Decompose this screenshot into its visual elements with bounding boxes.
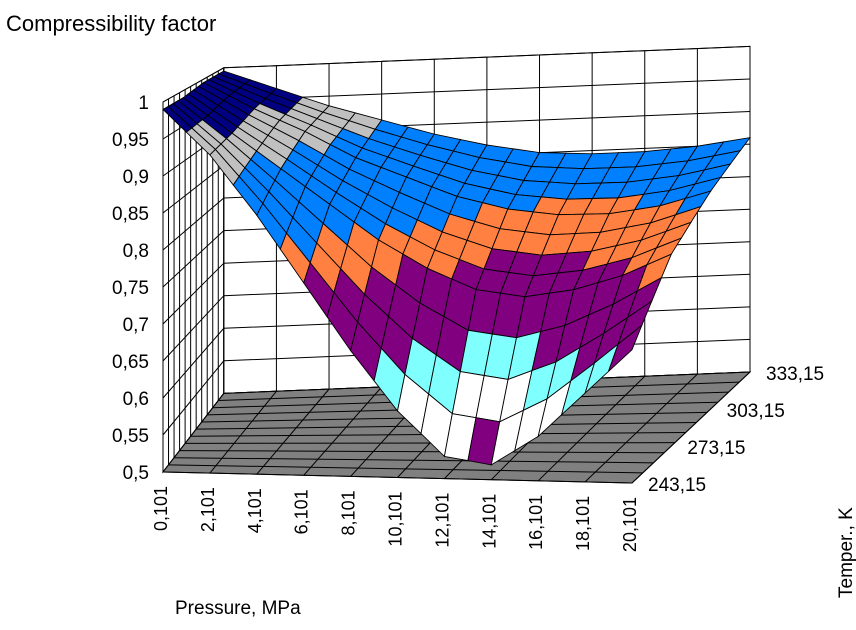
x-tick-label: 14,101 [479,494,499,549]
y-tick-label: 333,15 [766,364,824,385]
x-axis-label: Pressure, MPa [175,598,301,619]
chart-title: Compressibility factor [6,11,216,36]
z-tick-label: 0,8 [123,241,149,262]
floor-gridline [256,388,330,475]
z-tick-label: 0,95 [112,130,149,151]
z-tick-label: 0,75 [112,278,149,299]
floor-gridline [303,386,383,476]
floor-gridline [168,464,643,474]
z-tick-label: 1 [138,93,149,114]
x-tick-label: 20,101 [620,497,640,552]
y-axis-ticks: 243,15 273,15 303,15 333,15 [648,364,824,496]
floor-gridline [584,373,698,483]
chart-surface [162,70,752,466]
y-tick-label: 303,15 [727,401,785,422]
x-tick-label: 4,101 [245,488,265,533]
z-tick-label: 0,55 [112,426,149,447]
floor-gridline [162,393,225,473]
x-tick-label: 12,101 [432,493,452,548]
z-tick-label: 0,5 [123,463,149,484]
x-tick-label: 2,101 [198,487,218,532]
x-axis-ticks: 0,101 2,101 4,101 6,101 8,101 10,101 12,101 14,… [151,486,640,552]
y-tick-label: 243,15 [648,475,706,496]
z-tick-label: 0,65 [112,352,149,373]
z-axis-ticks: 0,5 0,55 0,6 0,65 0,7 0,75 0,8 0,85 0,9 0,95 1 [112,93,149,484]
x-tick-label: 18,101 [573,496,593,551]
x-tick-label: 6,101 [292,489,312,534]
z-tick-label: 0,9 [123,167,149,188]
x-tick-label: 0,101 [151,486,171,531]
z-tick-label: 0,6 [123,389,149,410]
floor-gridline [209,390,277,474]
floor-gridline [179,450,665,454]
floor-gridline [631,371,751,484]
surface-cell [608,323,643,372]
floor-gridline [537,375,646,482]
y-axis-label: Temper., K [836,507,856,598]
y-tick-label: 273,15 [687,438,745,459]
z-tick-label: 0,85 [112,204,149,225]
floor-gridline [162,471,633,484]
floor-gridline [185,442,675,444]
x-tick-label: 16,101 [526,495,546,550]
floor-gridline [174,457,654,464]
x-tick-label: 8,101 [339,490,359,535]
z-tick-label: 0,7 [123,315,149,336]
x-tick-label: 10,101 [386,492,406,547]
